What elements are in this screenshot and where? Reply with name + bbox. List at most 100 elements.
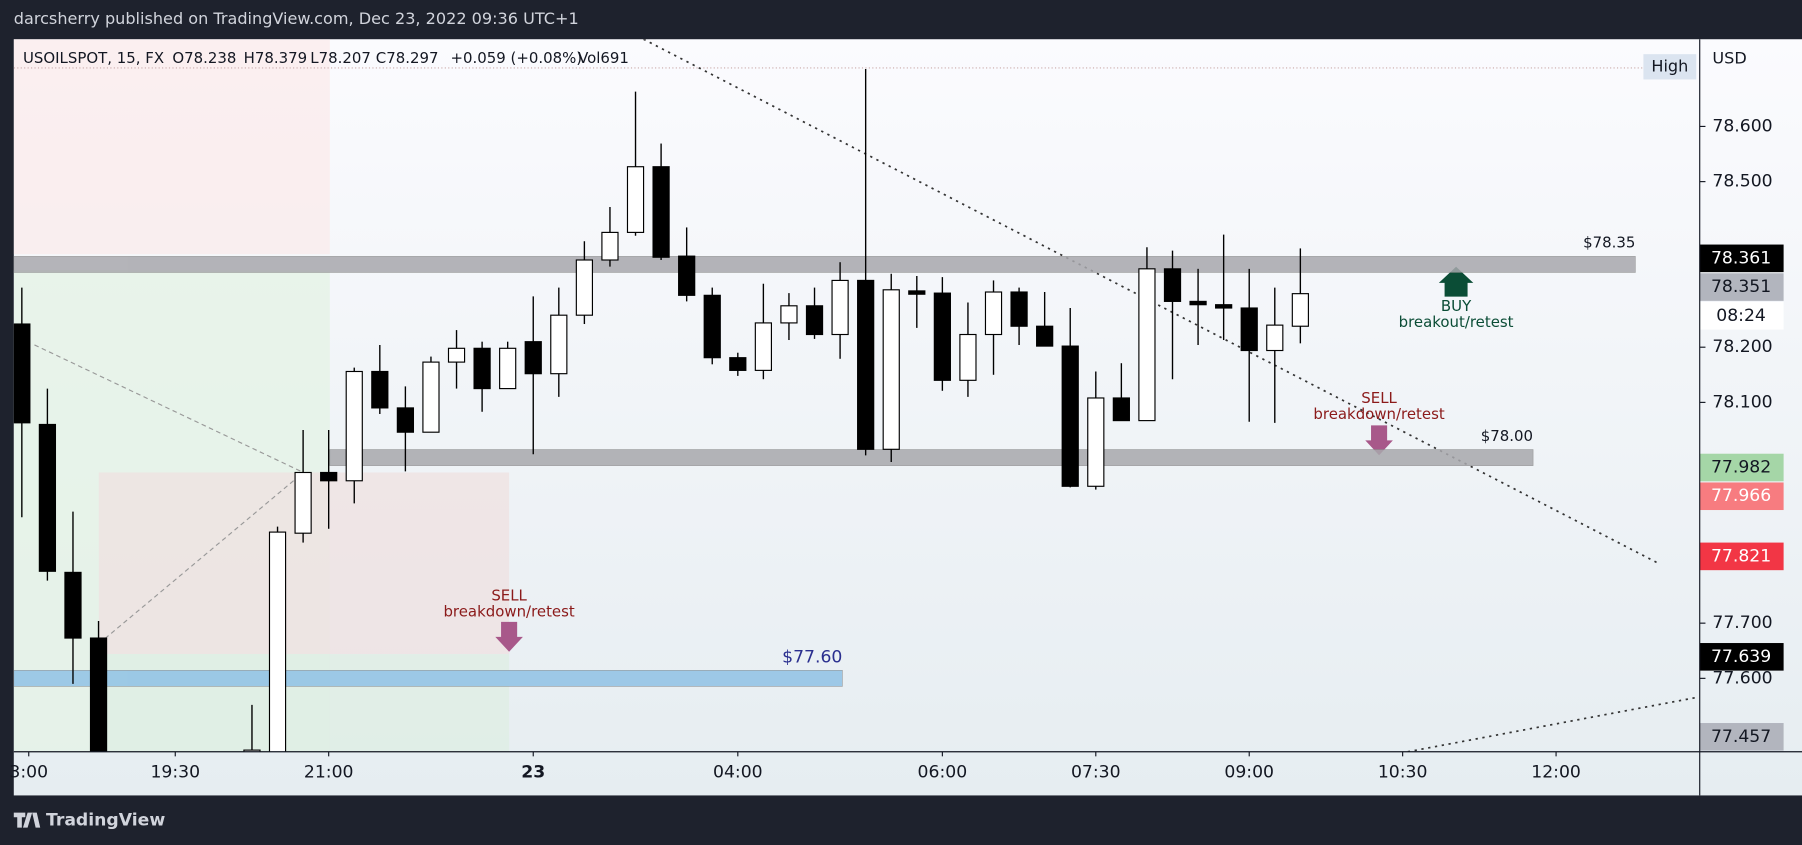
- candle-body: [371, 370, 389, 409]
- publisher: darcsherry published on TradingView.com,…: [14, 9, 579, 28]
- countdown-badge: [1699, 302, 1784, 330]
- logo: [13, 812, 41, 828]
- zones: [13, 256, 1636, 687]
- level-label: $77.60: [782, 648, 842, 668]
- candle-body: [1061, 345, 1079, 487]
- stop-zone: [13, 39, 330, 255]
- candle-body: [575, 259, 594, 316]
- candle-body: [89, 637, 108, 752]
- candle-body: [1036, 325, 1054, 347]
- candle-body: [38, 423, 57, 572]
- price-badge-label: 77.639: [1711, 647, 1771, 667]
- candle-body: [703, 294, 721, 359]
- y-tick-label: 78.500: [1712, 172, 1772, 192]
- candle-body: [1240, 307, 1258, 352]
- legend-item: +0.059 (+0.08%): [450, 49, 582, 67]
- trend-line: [643, 39, 1659, 565]
- x-tick-label: 23: [521, 762, 545, 782]
- price-badge-label: 77.457: [1711, 727, 1771, 747]
- target-zone: [98, 654, 510, 752]
- annotation: breakout/retest: [1399, 313, 1514, 331]
- price-badge: [1699, 244, 1784, 273]
- candle-body: [984, 291, 1003, 336]
- candles: [13, 69, 1309, 752]
- candle-body: [805, 305, 824, 336]
- x-tick-label: 09:00: [1224, 762, 1274, 782]
- candle-body: [396, 407, 415, 433]
- level-zone: [13, 256, 1636, 273]
- x-tick-label: 21:00: [304, 762, 354, 782]
- price-badge: [1699, 482, 1784, 511]
- price-badge-label: 78.361: [1711, 248, 1771, 268]
- rr-line: [98, 472, 304, 645]
- candle-body: [1291, 293, 1309, 327]
- candle-body: [345, 370, 363, 482]
- candle-body: [64, 571, 82, 639]
- y-tick-label: 78.100: [1712, 392, 1772, 412]
- candle-body: [524, 341, 542, 375]
- x-tick-label: 12:00: [1531, 762, 1581, 782]
- candle-body: [754, 322, 772, 371]
- price-badge: [1699, 723, 1784, 751]
- sell-arrow: [1365, 425, 1393, 456]
- y-tick-label: 77.600: [1712, 668, 1772, 688]
- candle-body: [422, 361, 440, 433]
- legend-item: O78.238: [172, 49, 236, 67]
- level-zone: [13, 670, 843, 687]
- candle-body: [268, 531, 287, 752]
- y-tick-label: 78.200: [1712, 337, 1772, 357]
- candle-body: [652, 166, 670, 258]
- candle-body: [13, 323, 31, 424]
- legend-item: C78.297: [376, 49, 439, 67]
- currency: USD: [1712, 48, 1746, 67]
- candle-body: [857, 279, 875, 450]
- candle-body: [1087, 397, 1105, 487]
- brand: TradingView: [46, 811, 165, 831]
- candle-body: [933, 292, 951, 381]
- price-badge-label: 78.351: [1711, 277, 1771, 297]
- candle-body: [626, 166, 645, 233]
- legend-item: H78.379: [244, 49, 308, 67]
- candle-body: [550, 314, 568, 375]
- candle-body: [294, 471, 312, 534]
- legend-item: Vol691: [578, 49, 629, 67]
- candle-body: [729, 357, 747, 371]
- x-tick-label: 07:30: [1071, 762, 1121, 782]
- candle-body: [499, 347, 517, 390]
- candle-body: [1010, 291, 1028, 327]
- high-badge: [1643, 54, 1697, 80]
- candle-body: [1266, 324, 1284, 352]
- candle-body: [908, 290, 926, 295]
- countdown: 08:24: [1716, 306, 1766, 326]
- candle-body: [831, 279, 849, 336]
- candle-body: [1189, 300, 1207, 306]
- price-badge: [1699, 643, 1784, 671]
- candle-body: [1112, 397, 1130, 422]
- candle-body: [678, 255, 696, 296]
- level-label: $78.35: [1583, 234, 1635, 252]
- x-tick-label: 19:30: [150, 762, 200, 782]
- annotation: SELL: [1361, 389, 1397, 407]
- price-badge: [1699, 542, 1784, 571]
- price-badge: [1699, 453, 1784, 482]
- candle-body: [320, 471, 338, 482]
- level-label: $78.00: [1481, 427, 1533, 445]
- high-badge-label: High: [1651, 56, 1688, 75]
- price-badge: [1699, 273, 1784, 301]
- annotation: SELL: [491, 587, 527, 605]
- candle-body: [601, 231, 619, 261]
- candle-body: [473, 347, 491, 390]
- price-badge-label: 77.982: [1711, 458, 1771, 478]
- y-tick-label: 77.700: [1712, 613, 1772, 633]
- candle-body: [959, 333, 977, 381]
- x-tick-label: 04:00: [713, 762, 763, 782]
- buy-arrow: [1438, 266, 1474, 297]
- trend-line: [1407, 696, 1696, 752]
- labels: USOILSPOT, 15, FX O78.238 H78.379 L78.207 C7…: [9, 49, 1784, 782]
- legend-item: USOILSPOT, 15, FX: [23, 49, 164, 67]
- candle-body: [1215, 304, 1233, 309]
- x-tick-label: 06:00: [918, 762, 968, 782]
- candle-body: [1138, 268, 1156, 422]
- x-tick-label: 10:30: [1378, 762, 1428, 782]
- annotation: breakdown/retest: [443, 603, 574, 621]
